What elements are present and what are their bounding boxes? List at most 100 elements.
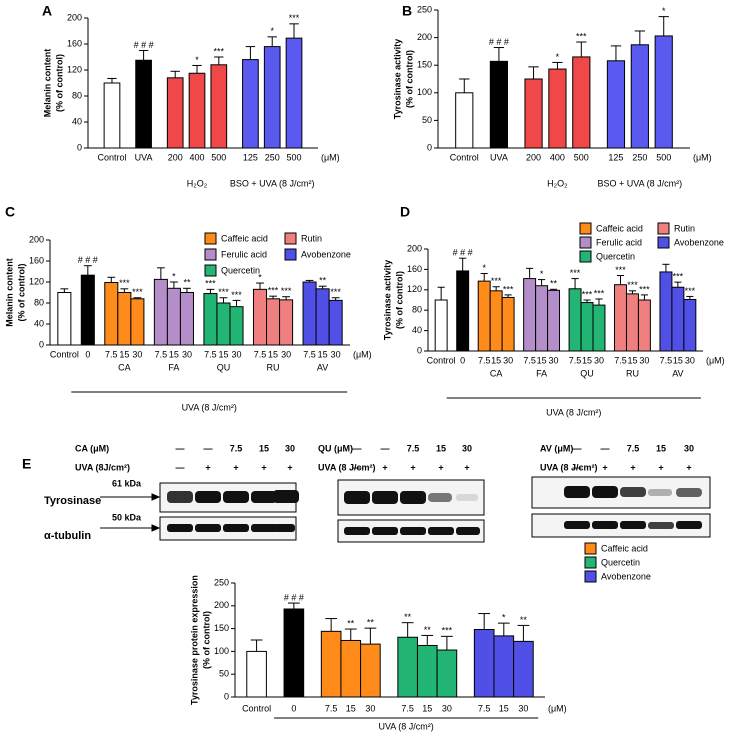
bar: [360, 643, 381, 698]
y-tick-label: 200: [417, 32, 432, 42]
x-tick-label: 30: [132, 349, 142, 359]
x-tick-label: 30: [639, 355, 649, 365]
legend-label: Quercetin: [601, 557, 640, 567]
band: [592, 521, 618, 529]
significance: **: [424, 625, 432, 635]
y-tick-label: 100: [214, 646, 229, 656]
x-tick-label: UVA: [490, 152, 508, 162]
bar: [523, 278, 537, 352]
bar: [210, 64, 228, 149]
significance: **: [183, 278, 191, 288]
significance: ***: [218, 287, 229, 297]
significance: ***: [214, 46, 225, 56]
legend-label: Avobenzone: [601, 571, 651, 581]
legend-swatch: [284, 232, 297, 245]
significance: ***: [119, 278, 130, 288]
blot-3: [531, 476, 711, 538]
legend-swatch: [204, 232, 217, 245]
bar: [473, 629, 495, 698]
x-tick-label: 0: [291, 703, 296, 713]
significance: **: [550, 279, 558, 289]
band: [564, 486, 590, 498]
band: [251, 524, 277, 532]
legend-swatch: [657, 236, 670, 249]
bar: [614, 284, 627, 352]
x-tick-label: 500: [287, 152, 302, 162]
blot-row-value: —: [381, 443, 390, 453]
legend-label: Caffeic acid: [601, 543, 648, 553]
significance: ***: [673, 272, 684, 282]
bar: [216, 302, 231, 346]
significance: # # #: [284, 592, 304, 602]
x-tick-label: 200: [168, 152, 183, 162]
bar: [501, 296, 515, 352]
bar: [302, 281, 317, 346]
legend-swatch: [584, 542, 597, 555]
band: [400, 491, 426, 504]
band: [592, 486, 618, 498]
x-tick-label: 500: [656, 152, 671, 162]
x-tick-label: 7.5: [614, 355, 627, 365]
band-size: 61 kDa: [112, 478, 142, 488]
bar: [283, 608, 305, 698]
x-tick-label: 500: [211, 152, 226, 162]
blot-row-value: +: [602, 462, 607, 472]
band-size: 50 kDa: [112, 512, 142, 522]
bar: [103, 82, 121, 149]
x-tick-label: Control: [427, 355, 456, 365]
legend-swatch: [204, 264, 217, 277]
bar: [489, 60, 509, 149]
significance: # # #: [78, 255, 98, 265]
x-tick-label: 15: [169, 349, 179, 359]
x-tick-label: 15: [318, 349, 328, 359]
span-label: UVA (8 J/cm²): [546, 407, 601, 417]
significance: *: [556, 52, 560, 62]
legend-swatch: [584, 570, 597, 583]
x-tick-label: 15: [627, 355, 637, 365]
y-axis-label: Melanin content: [42, 49, 52, 118]
x-tick-label: 15: [537, 355, 547, 365]
x-tick-label: 7.5: [254, 349, 267, 359]
blot-row-label: UVA (8J/cm²): [75, 462, 130, 472]
y-axis-label: Tyrosinase activity: [382, 260, 392, 340]
blot-row-label: UVA (8 J/cm²): [540, 462, 598, 472]
blot-row-value: 30: [462, 443, 472, 453]
band-label: Tyrosinase: [44, 495, 101, 507]
y-axis-label: (% of control): [394, 271, 404, 329]
panel-label: B: [402, 3, 412, 19]
x-tick-label: 125: [608, 152, 623, 162]
bar: [166, 77, 184, 149]
x-tick-label: 15: [218, 349, 228, 359]
significance: ***: [570, 268, 581, 278]
bar: [246, 650, 267, 698]
blot-row-value: —: [353, 443, 362, 453]
significance: # # #: [134, 40, 154, 50]
x-tick-label: 7.5: [569, 355, 582, 365]
legend-label: Rutin: [301, 233, 322, 243]
blot-row-value: 15: [259, 443, 269, 453]
bar: [436, 649, 458, 698]
blot-row-value: 30: [684, 443, 694, 453]
legend-label: Avobenzone: [301, 249, 351, 259]
unit-label: (μM): [693, 152, 712, 162]
band: [456, 494, 478, 501]
x-tick-label: 30: [594, 355, 604, 365]
significance: ***: [685, 286, 696, 296]
band: [620, 487, 646, 497]
y-tick-label: 0: [77, 142, 82, 152]
blot-row-value: 15: [656, 443, 666, 453]
bar: [179, 292, 194, 346]
bar: [513, 640, 534, 698]
legend-swatch: [584, 556, 597, 569]
y-tick-label: 50: [422, 115, 432, 125]
bar: [166, 287, 181, 346]
group-label: QU: [217, 362, 231, 372]
x-tick-label: 7.5: [204, 349, 217, 359]
bar: [535, 285, 549, 352]
significance: *: [172, 271, 176, 281]
blot-row-label: CA (μM): [75, 443, 109, 453]
x-tick-label: 15: [499, 703, 509, 713]
blot-1: [159, 482, 299, 541]
significance: *: [195, 55, 199, 65]
bar: [637, 299, 651, 352]
